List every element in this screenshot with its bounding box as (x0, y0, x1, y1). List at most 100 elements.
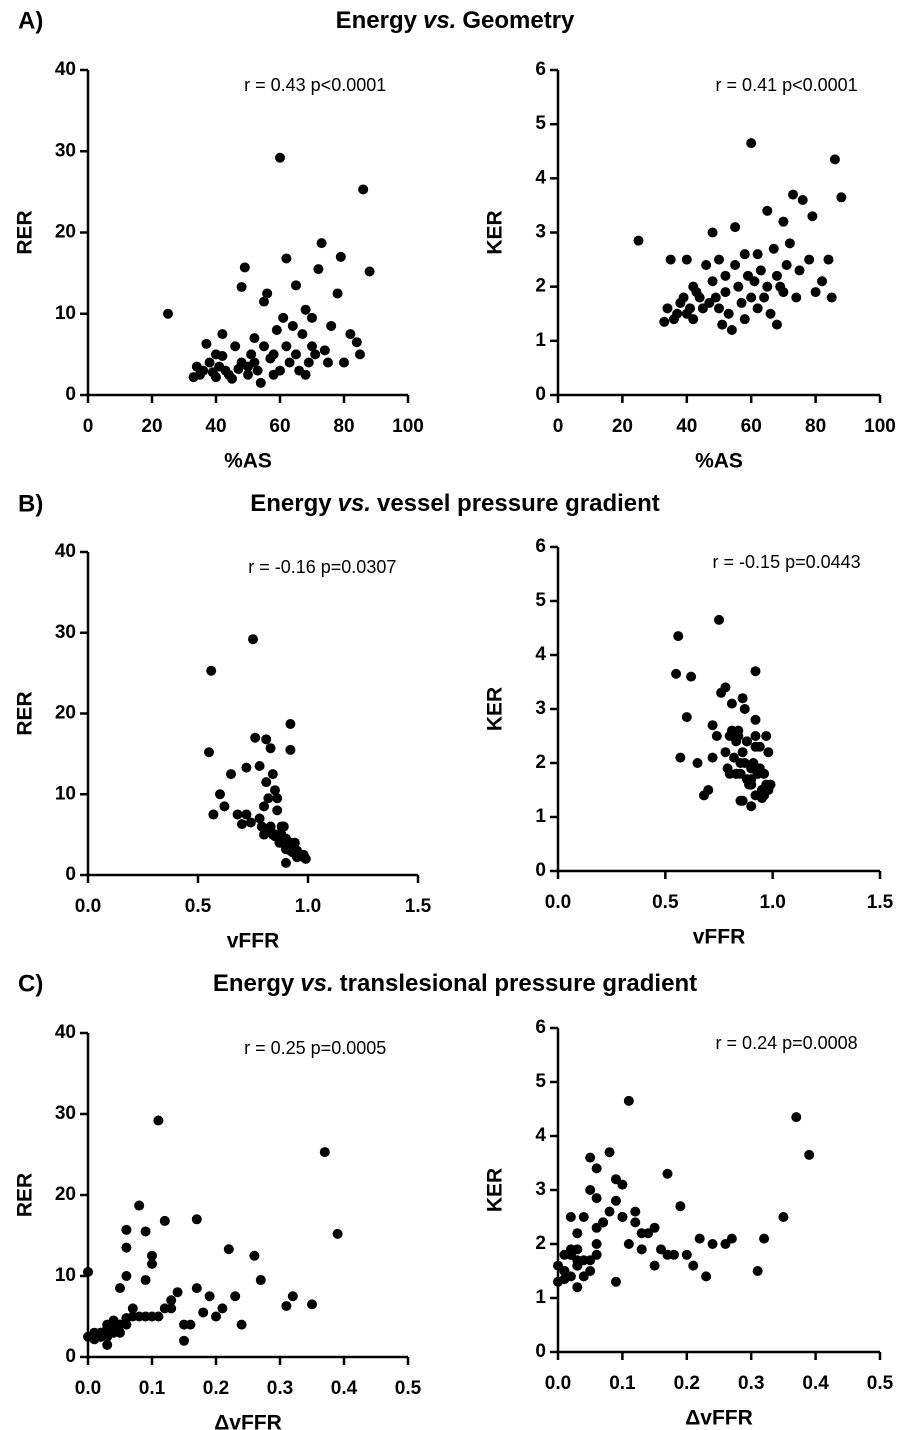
x-tick-label: 0.3 (267, 1378, 293, 1399)
data-point (737, 747, 748, 758)
data-point (784, 238, 795, 249)
data-point (121, 1224, 132, 1235)
x-tick-label: 0.5 (395, 1378, 422, 1399)
x-tick-label: 0.2 (203, 1378, 229, 1399)
x-tick-label: 0.2 (674, 1373, 700, 1394)
data-point (191, 1283, 202, 1294)
data-point (716, 687, 727, 698)
title-part: Energy (336, 7, 418, 34)
data-point (720, 287, 731, 298)
x-tick-label: 0.3 (738, 1373, 764, 1394)
data-point (717, 319, 728, 330)
data-point (649, 1222, 660, 1233)
data-point (707, 752, 718, 763)
x-tick-label: 0.1 (609, 1373, 636, 1394)
x-tick-label: 0.0 (75, 1378, 101, 1399)
data-point (201, 338, 212, 349)
title-italic: vs. (338, 490, 371, 517)
x-tick-label: 0.5 (867, 1373, 894, 1394)
data-point (215, 789, 225, 800)
data-point (250, 732, 261, 743)
data-point (163, 308, 173, 319)
data-point (746, 138, 757, 149)
title-part: translesional pressure gradient (340, 970, 697, 997)
data-point (108, 1315, 119, 1326)
data-point (714, 303, 724, 314)
data-point (259, 801, 269, 812)
data-point (166, 1295, 177, 1306)
data-point (750, 714, 761, 725)
data-point (694, 1233, 705, 1244)
data-point (115, 1283, 125, 1294)
data-point (268, 349, 279, 360)
data-point (752, 303, 763, 314)
data-point (746, 292, 757, 303)
y-tick-label: 30 (55, 140, 76, 161)
data-point (810, 287, 821, 298)
data-point (744, 779, 755, 790)
data-point (281, 341, 292, 352)
data-point (578, 1212, 589, 1222)
y-axis-label: RER (14, 210, 37, 254)
y-tick-label: 2 (535, 276, 546, 297)
y-tick-label: 3 (535, 698, 546, 719)
data-point (281, 253, 292, 264)
data-point (281, 1300, 292, 1311)
x-tick-label: 60 (741, 416, 762, 437)
y-tick-label: 10 (55, 303, 76, 324)
data-point (291, 349, 301, 360)
x-tick-label: 0.0 (545, 892, 571, 913)
data-point (735, 768, 746, 779)
data-point (649, 1260, 660, 1271)
data-point (226, 769, 236, 780)
data-point (746, 801, 757, 812)
data-point (623, 1095, 634, 1106)
data-point (572, 1228, 583, 1239)
data-point (272, 793, 283, 804)
x-tick-label: 0.4 (802, 1373, 829, 1394)
data-point (572, 1282, 583, 1293)
data-point (316, 238, 327, 249)
y-tick-label: 5 (535, 1071, 546, 1092)
data-point (759, 1233, 770, 1244)
y-tick-label: 10 (55, 1265, 76, 1286)
y-tick-label: 20 (55, 1184, 76, 1205)
data-point (297, 329, 308, 340)
y-tick-label: 2 (535, 752, 546, 773)
data-point (249, 1250, 260, 1261)
data-point (604, 1147, 615, 1158)
data-point (659, 316, 670, 327)
data-point (791, 292, 802, 303)
y-tick-label: 0 (535, 860, 546, 881)
data-point (319, 345, 330, 356)
data-point (307, 1299, 317, 1310)
title-italic: vs. (300, 970, 333, 997)
data-point (245, 817, 256, 828)
data-point (267, 769, 278, 780)
data-point (115, 1327, 125, 1338)
x-axis-label: %AS (224, 450, 272, 473)
panel-title: Energy vs. translesional pressure gradient (213, 970, 697, 997)
y-tick-label: 3 (535, 1179, 546, 1200)
data-point (345, 329, 356, 340)
data-point (754, 741, 765, 752)
data-point (604, 1206, 615, 1217)
data-point (781, 260, 792, 270)
y-tick-label: 4 (535, 1125, 546, 1146)
data-point (778, 1212, 789, 1222)
data-point (701, 260, 712, 270)
data-point (211, 1311, 221, 1322)
x-tick-label: 0 (553, 416, 564, 437)
data-point (191, 1214, 202, 1225)
data-point (246, 349, 257, 360)
data-point (310, 349, 321, 360)
annotation: r = 0.25 p=0.0005 (244, 1038, 386, 1058)
data-point (733, 281, 744, 292)
data-point (686, 671, 697, 682)
x-tick-label: 40 (676, 416, 697, 437)
annotation: r = 0.41 p<0.0001 (716, 75, 858, 95)
data-point (204, 747, 214, 758)
data-point (271, 325, 282, 335)
panel-label: C) (18, 970, 43, 997)
data-point (610, 1276, 621, 1287)
